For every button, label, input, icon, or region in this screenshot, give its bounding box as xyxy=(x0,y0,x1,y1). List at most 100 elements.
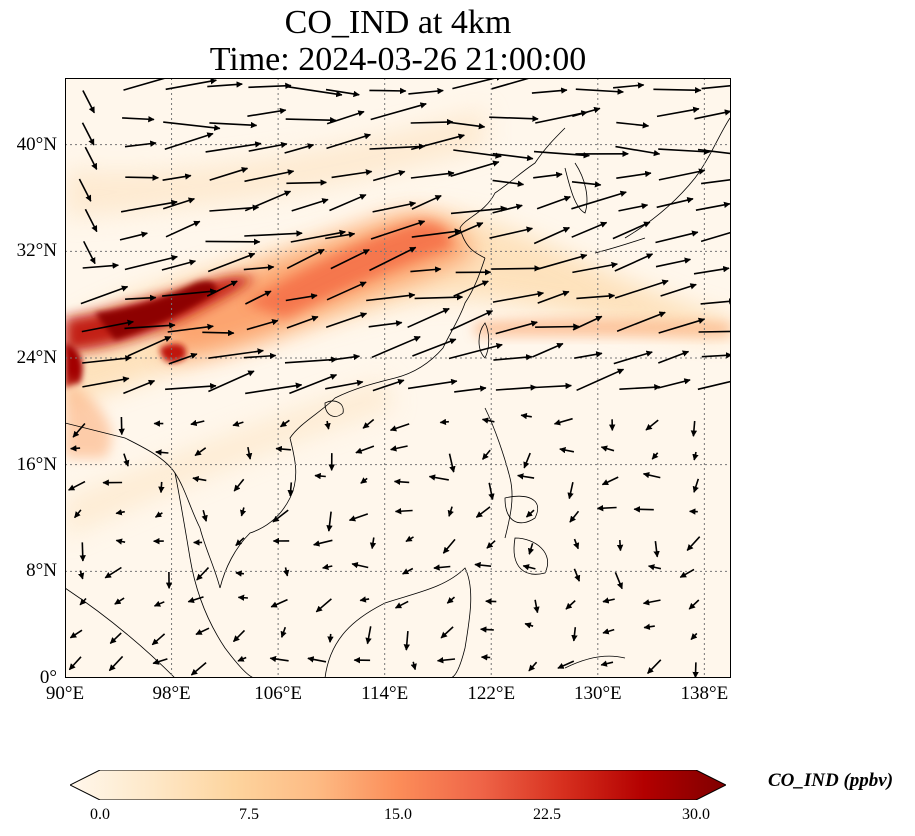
wind-arrow xyxy=(163,121,221,131)
wind-arrow xyxy=(325,231,356,240)
wind-arrow xyxy=(326,281,367,301)
wind-arrow xyxy=(205,141,262,153)
wind-arrow xyxy=(154,511,163,518)
wind-arrow xyxy=(284,143,315,154)
wind-arrow xyxy=(207,81,243,88)
wind-arrow xyxy=(410,133,465,151)
wind-arrow xyxy=(565,600,576,610)
wind-arrow xyxy=(155,449,169,456)
wind-arrow xyxy=(285,293,318,302)
wind-arrow xyxy=(645,419,659,431)
wind-arrow xyxy=(535,323,580,330)
wind-arrow xyxy=(272,509,289,523)
wind-arrow xyxy=(700,298,731,305)
wind-arrow xyxy=(82,90,96,114)
wind-arrow xyxy=(70,445,81,452)
wind-arrow xyxy=(153,600,165,607)
wind-arrow xyxy=(286,315,319,329)
wind-arrow xyxy=(232,629,246,643)
wind-arrow xyxy=(653,86,702,94)
wind-arrow xyxy=(123,453,130,467)
wind-arrow xyxy=(122,116,155,123)
wind-arrow xyxy=(192,475,207,483)
wind-arrow xyxy=(244,230,303,237)
wind-arrow xyxy=(655,230,699,244)
wind-arrow xyxy=(692,662,699,678)
wind-arrow xyxy=(289,373,338,395)
wind-arrow xyxy=(326,110,365,125)
wind-arrow xyxy=(369,246,417,272)
wind-arrow xyxy=(245,290,272,305)
wind-arrow xyxy=(322,563,333,570)
wind-arrow xyxy=(651,452,659,460)
wind-arrow xyxy=(442,538,456,554)
wind-arrow xyxy=(576,292,616,300)
colorbar-label: CO_IND (ppbv) xyxy=(768,770,894,791)
wind-arrow xyxy=(371,335,421,359)
longitude-tick-label: 106°E xyxy=(254,683,302,704)
wind-arrow xyxy=(657,378,691,389)
wind-arrow xyxy=(454,385,487,393)
wind-arrow xyxy=(115,509,125,516)
wind-arrow xyxy=(686,536,701,551)
wind-arrow xyxy=(658,350,690,364)
wind-arrow xyxy=(68,480,86,491)
wind-arrow xyxy=(524,622,534,629)
wind-arrow xyxy=(314,472,326,480)
wind-arrow xyxy=(315,598,332,613)
colorbar xyxy=(70,770,726,800)
wind-arrow xyxy=(572,261,618,274)
coastlines xyxy=(65,117,731,678)
wind-arrow xyxy=(119,231,148,241)
wind-arrow xyxy=(701,352,731,359)
wind-arrow xyxy=(410,118,454,126)
wind-arrow xyxy=(697,148,731,155)
wind-arrow xyxy=(232,420,244,427)
wind-arrow xyxy=(410,266,442,273)
wind-arrow xyxy=(73,509,82,519)
wind-arrow xyxy=(428,474,449,481)
wind-arrow xyxy=(331,169,373,179)
wind-arrow xyxy=(411,228,462,238)
wind-arrow xyxy=(78,178,92,202)
wind-arrow xyxy=(325,88,360,98)
wind-arrow xyxy=(82,262,119,269)
wind-arrow xyxy=(522,564,536,571)
wind-arrow xyxy=(475,506,491,518)
plot-title-line2: Time: 2024-03-26 21:00:00 xyxy=(209,41,587,78)
wind-arrow xyxy=(187,596,204,604)
wind-arrow xyxy=(573,538,580,550)
wind-arrow xyxy=(80,285,129,305)
wind-arrow xyxy=(602,597,615,604)
wind-arrow xyxy=(124,140,157,148)
latitude-tick-label: 40°N xyxy=(16,133,57,155)
wind-arrow xyxy=(244,190,292,212)
wind-arrow xyxy=(279,419,290,428)
wind-arrow xyxy=(601,476,619,486)
wind-arrow xyxy=(489,226,534,239)
wind-arrow xyxy=(123,379,156,395)
wind-arrow xyxy=(291,198,329,212)
wind-arrow xyxy=(362,418,375,429)
wind-arrow xyxy=(368,320,403,328)
wind-arrow xyxy=(491,265,541,272)
wind-arrow xyxy=(408,87,444,95)
wind-arrow xyxy=(72,422,86,438)
wind-arrow xyxy=(307,656,327,663)
wind-arrow xyxy=(643,623,655,630)
longitude-tick-label: 130°E xyxy=(573,683,622,704)
wind-arrow xyxy=(162,288,217,297)
wind-arrow xyxy=(285,85,343,98)
wind-arrow xyxy=(536,253,588,271)
wind-arrow xyxy=(286,248,325,270)
map-panel xyxy=(65,78,731,678)
wind-arrow xyxy=(448,121,486,130)
wind-arrow xyxy=(205,238,261,246)
wind-arrow xyxy=(208,348,264,359)
wind-arrow xyxy=(571,190,627,210)
wind-arrow xyxy=(125,174,159,181)
wind-arrow xyxy=(414,294,464,301)
wind-arrow xyxy=(528,661,538,672)
wind-arrow xyxy=(190,661,207,676)
wind-arrow xyxy=(324,420,331,430)
